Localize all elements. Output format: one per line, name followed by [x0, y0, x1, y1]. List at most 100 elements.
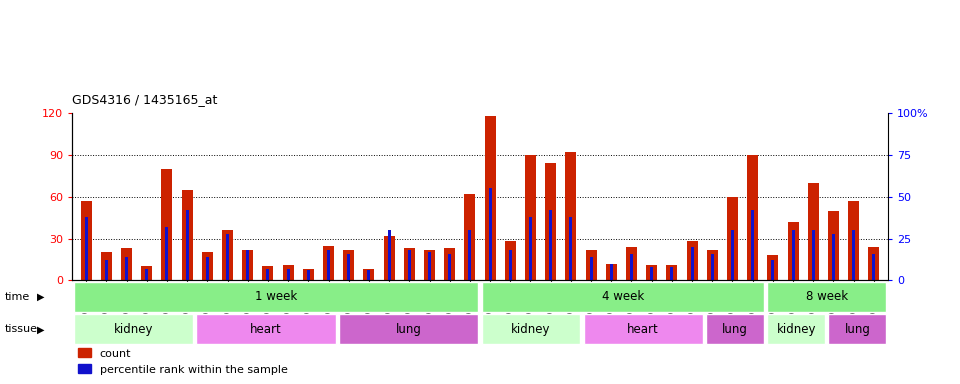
Bar — [339, 314, 478, 344]
Bar — [242, 250, 253, 280]
Bar — [565, 152, 576, 280]
Bar — [101, 253, 112, 280]
Bar — [710, 253, 714, 280]
Bar — [767, 255, 779, 280]
Text: heart: heart — [627, 323, 660, 336]
Bar — [121, 248, 132, 280]
Bar — [424, 250, 435, 280]
Bar — [707, 250, 718, 280]
Text: tissue: tissue — [5, 324, 37, 334]
Bar — [828, 314, 886, 344]
Text: 8 week: 8 week — [805, 290, 848, 303]
Bar — [489, 189, 492, 280]
Text: lung: lung — [722, 323, 748, 336]
Legend: count, percentile rank within the sample: count, percentile rank within the sample — [78, 348, 288, 375]
Bar — [205, 257, 209, 280]
Bar — [105, 260, 108, 280]
Bar — [226, 233, 229, 280]
Bar — [465, 194, 475, 280]
Bar — [569, 217, 572, 280]
Bar — [74, 281, 478, 312]
Bar — [384, 236, 395, 280]
Bar — [589, 257, 592, 280]
Text: kidney: kidney — [777, 323, 816, 336]
Bar — [368, 270, 371, 280]
Bar — [444, 248, 455, 280]
Bar — [485, 116, 495, 280]
Bar — [348, 253, 350, 280]
Text: GDS4316 / 1435165_at: GDS4316 / 1435165_at — [72, 93, 217, 106]
Bar — [670, 267, 673, 280]
Bar — [606, 263, 617, 280]
Bar — [262, 266, 274, 280]
Bar — [727, 197, 738, 280]
Text: kidney: kidney — [113, 323, 153, 336]
Bar — [848, 201, 859, 280]
Bar — [584, 314, 703, 344]
Bar — [650, 267, 653, 280]
Bar — [307, 270, 310, 280]
Bar — [323, 245, 334, 280]
Bar — [630, 253, 633, 280]
Bar — [388, 230, 391, 280]
Bar — [706, 314, 764, 344]
Bar — [161, 169, 173, 280]
Bar — [165, 227, 169, 280]
Bar — [626, 247, 637, 280]
Text: lung: lung — [396, 323, 421, 336]
Text: time: time — [5, 291, 30, 302]
Text: ▶: ▶ — [36, 324, 44, 334]
Bar — [185, 210, 189, 280]
Bar — [141, 266, 153, 280]
Bar — [448, 253, 451, 280]
Bar — [791, 230, 795, 280]
Bar — [302, 269, 314, 280]
Bar — [428, 252, 431, 280]
Bar — [125, 257, 128, 280]
Bar — [266, 269, 270, 280]
Bar — [549, 210, 552, 280]
Bar — [751, 210, 755, 280]
Bar — [74, 314, 193, 344]
Bar — [222, 230, 233, 280]
Bar — [84, 217, 87, 280]
Bar — [287, 269, 290, 280]
Bar — [81, 201, 92, 280]
Bar — [196, 314, 336, 344]
Bar — [545, 164, 556, 280]
Text: 1 week: 1 week — [254, 290, 298, 303]
Text: ▶: ▶ — [36, 291, 44, 302]
Bar — [482, 314, 581, 344]
Bar — [505, 242, 516, 280]
Bar — [832, 233, 835, 280]
Bar — [181, 190, 193, 280]
Bar — [408, 250, 411, 280]
Bar — [145, 269, 148, 280]
Bar — [666, 265, 678, 280]
Bar — [787, 222, 799, 280]
Text: 4 week: 4 week — [602, 290, 644, 303]
Bar — [690, 247, 694, 280]
Bar — [482, 281, 764, 312]
Bar — [771, 260, 775, 280]
Bar — [404, 248, 415, 280]
Text: kidney: kidney — [512, 323, 551, 336]
Bar — [586, 250, 597, 280]
Bar — [807, 183, 819, 280]
Bar — [468, 230, 471, 280]
Bar — [767, 281, 886, 312]
Bar — [852, 230, 855, 280]
Bar — [327, 250, 330, 280]
Bar — [529, 217, 532, 280]
Text: heart: heart — [250, 323, 281, 336]
Bar — [525, 155, 536, 280]
Bar — [812, 230, 815, 280]
Bar — [731, 230, 734, 280]
Bar — [363, 269, 374, 280]
Bar — [202, 253, 213, 280]
Bar — [646, 265, 658, 280]
Bar — [509, 250, 512, 280]
Bar — [610, 263, 612, 280]
Bar — [686, 242, 698, 280]
Bar — [828, 211, 839, 280]
